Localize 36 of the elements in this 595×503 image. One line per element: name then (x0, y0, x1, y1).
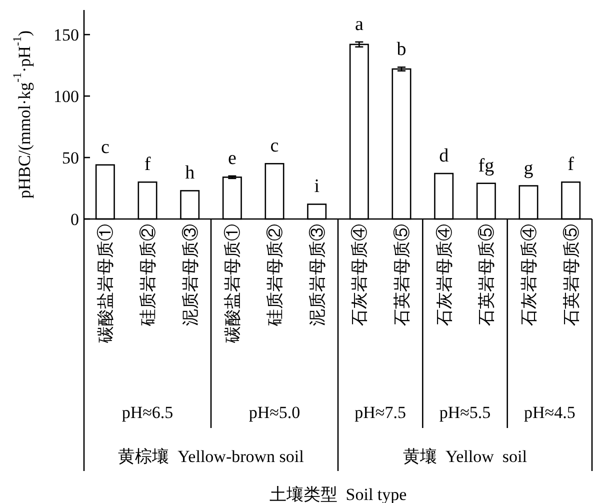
text: pH≈4.5 (524, 402, 576, 422)
text: 黄壤 Yellow soil (403, 446, 528, 466)
text: pH≈7.5 (354, 402, 406, 422)
y-tick-label: 50 (62, 148, 79, 168)
data-label: g (524, 158, 534, 179)
x-tick-label: 泥质岩母质③ (180, 224, 200, 326)
data-label: f (568, 154, 575, 176)
x-tick-label: 石英岩母质⑤ (392, 224, 411, 326)
data-label: c (100, 136, 110, 158)
data-label: fg (478, 155, 495, 176)
x-tick-label: 硅质岩母质② (265, 224, 284, 327)
x-tick-label: 石英岩母质⑤ (561, 224, 580, 326)
y-tick-label: 100 (54, 86, 79, 106)
text: 黄棕壤 Yellow-brown soil (118, 446, 304, 466)
x-tick-label: 硅质岩母质② (138, 224, 157, 327)
text: pH≈5.0 (248, 402, 300, 422)
data-label: i (314, 176, 320, 198)
x-tick-label: 石灰岩母质④ (434, 224, 454, 326)
data-label: h (185, 162, 196, 184)
data-label: c (270, 136, 279, 157)
data-label: d (439, 146, 450, 167)
x-tick-label: 石灰岩母质④ (519, 224, 538, 326)
x-tick-label: 石灰岩母质④ (350, 224, 369, 326)
text: 土壤类型 Soil type (269, 484, 407, 503)
x-tick-label: 泥质岩母质③ (307, 224, 326, 326)
data-label: a (354, 14, 364, 35)
x-tick-label: 碳酸盐岩母质① (222, 224, 242, 344)
y-tick-label: 150 (54, 25, 79, 44)
data-label: e (228, 148, 236, 169)
text: pH≈5.5 (439, 402, 491, 422)
x-tick-label: 石英岩母质⑤ (476, 224, 496, 326)
data-label: b (396, 39, 406, 60)
data-label: f (144, 154, 152, 176)
x-tick-label: 碳酸盐岩母质① (96, 224, 115, 344)
text: pH≈6.5 (122, 402, 174, 422)
y-tick-label: 0 (70, 210, 79, 228)
